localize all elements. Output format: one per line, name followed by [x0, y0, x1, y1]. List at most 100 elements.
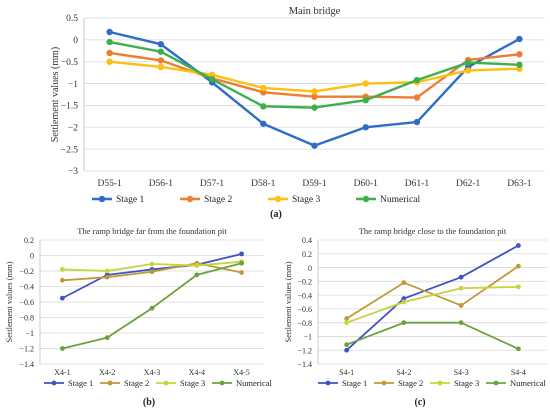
x-tick-label: D55-1: [97, 179, 122, 189]
y-tick-label: −0.4: [19, 283, 34, 292]
data-point: [311, 93, 318, 100]
legend-label: Stage 2: [124, 378, 149, 388]
y-tick-label: 0.2: [24, 236, 34, 245]
x-tick-label: D59-1: [302, 179, 327, 189]
x-tick-label: S4-2: [396, 368, 411, 377]
y-tick-label: −3: [68, 167, 78, 177]
data-point: [157, 57, 165, 64]
data-point: [194, 272, 200, 278]
series-line: [346, 244, 519, 351]
data-point: [515, 243, 521, 248]
x-tick-label: D61-1: [405, 179, 430, 189]
y-tick-label: −2.5: [61, 145, 78, 155]
data-point: [344, 347, 350, 353]
legend-label: Numerical: [236, 378, 273, 388]
data-point: [104, 268, 110, 274]
y-tick-label: −1: [68, 80, 78, 90]
y-tick-label: −0.5: [61, 58, 78, 68]
data-point: [106, 58, 113, 65]
y-tick-label: −1: [303, 333, 312, 342]
y-tick-label: 0.5: [66, 14, 78, 24]
data-point: [362, 96, 369, 104]
chart-title: The ramp bridge close to the foundation …: [359, 226, 507, 236]
data-point: [515, 263, 521, 269]
panel-label: (b): [143, 397, 155, 408]
data-point: [60, 295, 65, 301]
legend-marker: [362, 195, 370, 203]
x-tick-label: D63-1: [507, 179, 532, 189]
y-tick-label: −0.2: [19, 267, 34, 276]
series-line: [61, 253, 242, 299]
chart-title: Main bridge: [289, 6, 341, 17]
data-point: [157, 48, 165, 55]
data-point: [104, 274, 110, 280]
data-point: [106, 28, 113, 36]
y-tick-label: −0.4: [297, 291, 312, 300]
data-point: [311, 88, 318, 95]
data-point: [344, 320, 350, 326]
x-tick-label: D60-1: [354, 179, 379, 189]
data-point: [311, 104, 318, 111]
data-point: [516, 35, 523, 43]
x-tick-label: D58-1: [251, 179, 276, 189]
y-tick-label: −1.2: [297, 346, 312, 355]
data-point: [401, 299, 407, 305]
y-tick-label: −2: [68, 123, 78, 133]
chart-title: The ramp bridge far from the foundation …: [77, 226, 227, 236]
x-tick-label: D62-1: [456, 179, 481, 189]
data-point: [208, 71, 216, 79]
x-tick-label: X4-1: [54, 368, 70, 377]
data-point: [260, 89, 267, 96]
x-tick-label: S4-1: [339, 368, 354, 377]
legend-label: Stage 3: [454, 378, 479, 388]
data-point: [260, 120, 267, 127]
data-point: [239, 251, 245, 257]
data-point: [344, 316, 350, 321]
legend-marker: [437, 380, 443, 386]
y-tick-label: −1.4: [19, 360, 34, 369]
series-line: [346, 285, 519, 324]
y-tick-label: 0.4: [302, 236, 312, 245]
y-tick-label: −1.4: [297, 360, 312, 369]
legend-label: Stage 2: [204, 195, 232, 205]
series-line: [346, 321, 519, 350]
data-point: [464, 67, 472, 74]
data-point: [413, 118, 421, 126]
data-point: [239, 270, 245, 275]
data-point: [106, 38, 113, 46]
data-point: [60, 277, 65, 283]
data-point: [458, 320, 464, 326]
legend-label: Stage 1: [68, 378, 93, 388]
data-point: [464, 59, 472, 66]
data-point: [208, 76, 216, 83]
data-point: [458, 303, 464, 308]
panel-label: (c): [414, 397, 425, 408]
data-point: [516, 61, 523, 68]
data-point: [157, 63, 165, 71]
y-axis-label: Settlement values (mm): [4, 261, 14, 342]
legend-marker: [107, 380, 113, 386]
x-tick-label: D56-1: [149, 179, 174, 189]
legend-marker: [163, 380, 169, 386]
legend-label: Stage 3: [180, 378, 205, 388]
data-point: [104, 335, 110, 341]
y-tick-label: −1.5: [61, 102, 78, 112]
data-point: [106, 49, 113, 57]
y-tick-label: −0.2: [297, 278, 312, 287]
data-point: [149, 269, 155, 275]
data-point: [458, 274, 464, 280]
data-point: [194, 263, 200, 268]
x-tick-label: D57-1: [200, 179, 225, 189]
data-point: [401, 320, 407, 326]
legend-label: Stage 1: [342, 378, 367, 388]
data-point: [149, 305, 155, 311]
data-point: [401, 296, 407, 301]
y-tick-label: −0.6: [19, 298, 34, 307]
x-tick-label: X4-2: [99, 368, 115, 377]
legend-marker: [325, 380, 331, 386]
y-tick-label: −1.2: [19, 345, 34, 354]
data-point: [157, 41, 165, 48]
x-tick-label: X4-5: [233, 368, 249, 377]
data-point: [60, 346, 65, 351]
data-point: [516, 51, 523, 58]
